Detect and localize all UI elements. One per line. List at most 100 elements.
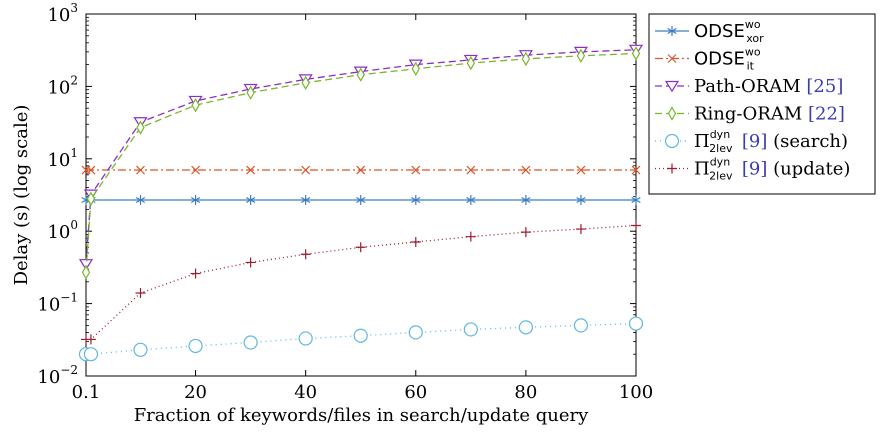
data-point (356, 67, 365, 82)
y-tick-label: 10−1 (37, 291, 78, 316)
data-point (628, 316, 644, 331)
legend-box (648, 13, 876, 195)
data-point (78, 259, 94, 271)
x-tick-label: 60 (404, 382, 427, 403)
data-point (411, 196, 421, 203)
legend-label: Πdyn 2lev [9] (update) (694, 156, 850, 183)
legend-label: ODSEwo it (694, 46, 761, 73)
data-point (631, 220, 641, 231)
data-point (520, 227, 531, 238)
data-point (188, 338, 203, 354)
data-point (631, 165, 641, 175)
legend-marker (664, 80, 680, 93)
data-point (353, 328, 368, 343)
data-point (136, 165, 145, 175)
data-point (466, 196, 476, 203)
x-tick-label: 0.1 (72, 382, 101, 403)
legend-marker (664, 133, 680, 149)
y-tick-label: 102 (47, 73, 78, 98)
x-tick-label: 100 (619, 382, 653, 403)
data-point (301, 196, 311, 203)
data-point (631, 46, 641, 61)
data-point (573, 318, 589, 333)
data-point (356, 196, 366, 203)
data-point (191, 165, 200, 175)
series-5 (81, 220, 641, 345)
legend-marker (667, 106, 677, 121)
y-tick-label: 100 (47, 218, 78, 243)
data-point (298, 331, 313, 346)
data-point (356, 165, 366, 175)
legend-item-4: Πdyn 2lev [9] (search) (655, 128, 848, 155)
data-point (355, 242, 366, 253)
legend-marker (667, 27, 677, 35)
data-point (190, 268, 201, 279)
legend-label: Ring-ORAM [22] (694, 104, 845, 125)
data-point (246, 165, 256, 175)
legend-marker (667, 163, 677, 174)
legend-item-0: ODSEwo xor (655, 18, 767, 45)
data-point (408, 325, 423, 340)
y-tick-label: 101 (47, 146, 78, 171)
data-point (576, 196, 586, 203)
data-point (521, 196, 531, 203)
data-point (465, 231, 476, 242)
data-point (191, 98, 200, 113)
data-point (135, 196, 146, 203)
data-point (243, 335, 258, 350)
legend-label: Path-ORAM [25] (694, 76, 843, 97)
data-point (190, 196, 201, 203)
data-point (135, 288, 146, 299)
series-line-2 (85, 49, 637, 265)
data-point (518, 320, 533, 335)
axis-ticks: 0.1 20 40 60 80 100 103 102 101 100 10−1 10−2 (37, 1, 653, 403)
data-point (411, 165, 421, 175)
data-point (576, 165, 586, 175)
x-axis-label: Fraction of keywords/files in search/upd… (134, 405, 589, 426)
legend: ODSEwo xor ODSEwo it Path-ORAM [25] Ring-OR… (648, 13, 876, 195)
data-point (466, 55, 476, 71)
legend-item-5: Πdyn 2lev [9] (update) (655, 156, 850, 183)
data-point (466, 165, 476, 175)
data-point (133, 342, 148, 357)
x-tick-label: 20 (184, 382, 207, 403)
data-point (463, 322, 478, 337)
y-axis-label: Delay (s) (log scale) (11, 105, 32, 286)
x-tick-label: 40 (294, 382, 317, 403)
legend-label: ODSEwo xor (694, 18, 767, 45)
data-point (246, 85, 255, 100)
legend-item-1: ODSEwo it (655, 46, 761, 73)
data-point (410, 236, 421, 247)
data-point (576, 48, 586, 63)
series-line-3 (85, 52, 637, 273)
y-tick-label: 103 (47, 1, 78, 26)
legend-item-3: Ring-ORAM [22] (655, 104, 845, 125)
series-3 (81, 46, 641, 280)
data-point (81, 265, 91, 280)
data-point (301, 165, 311, 175)
data-point (631, 196, 641, 203)
data-point (411, 61, 420, 76)
data-point (136, 120, 145, 135)
series-layer (78, 44, 644, 362)
data-point (245, 257, 256, 268)
series-1 (81, 165, 641, 175)
data-point (301, 75, 310, 91)
legend-marker (667, 54, 677, 63)
legend-label: Πdyn 2lev [9] (search) (694, 128, 848, 155)
data-point (85, 334, 96, 345)
data-point (245, 196, 256, 203)
data-point (521, 165, 531, 175)
legend-item-2: Path-ORAM [25] (655, 76, 843, 97)
y-tick-label: 10−2 (37, 363, 78, 388)
data-point (521, 51, 531, 67)
x-tick-label: 80 (514, 382, 537, 403)
data-point (86, 165, 96, 175)
data-point (83, 347, 99, 362)
data-point (86, 191, 96, 207)
data-point (575, 224, 586, 235)
series-0 (81, 194, 641, 205)
series-4 (78, 316, 644, 362)
data-point (300, 249, 311, 260)
